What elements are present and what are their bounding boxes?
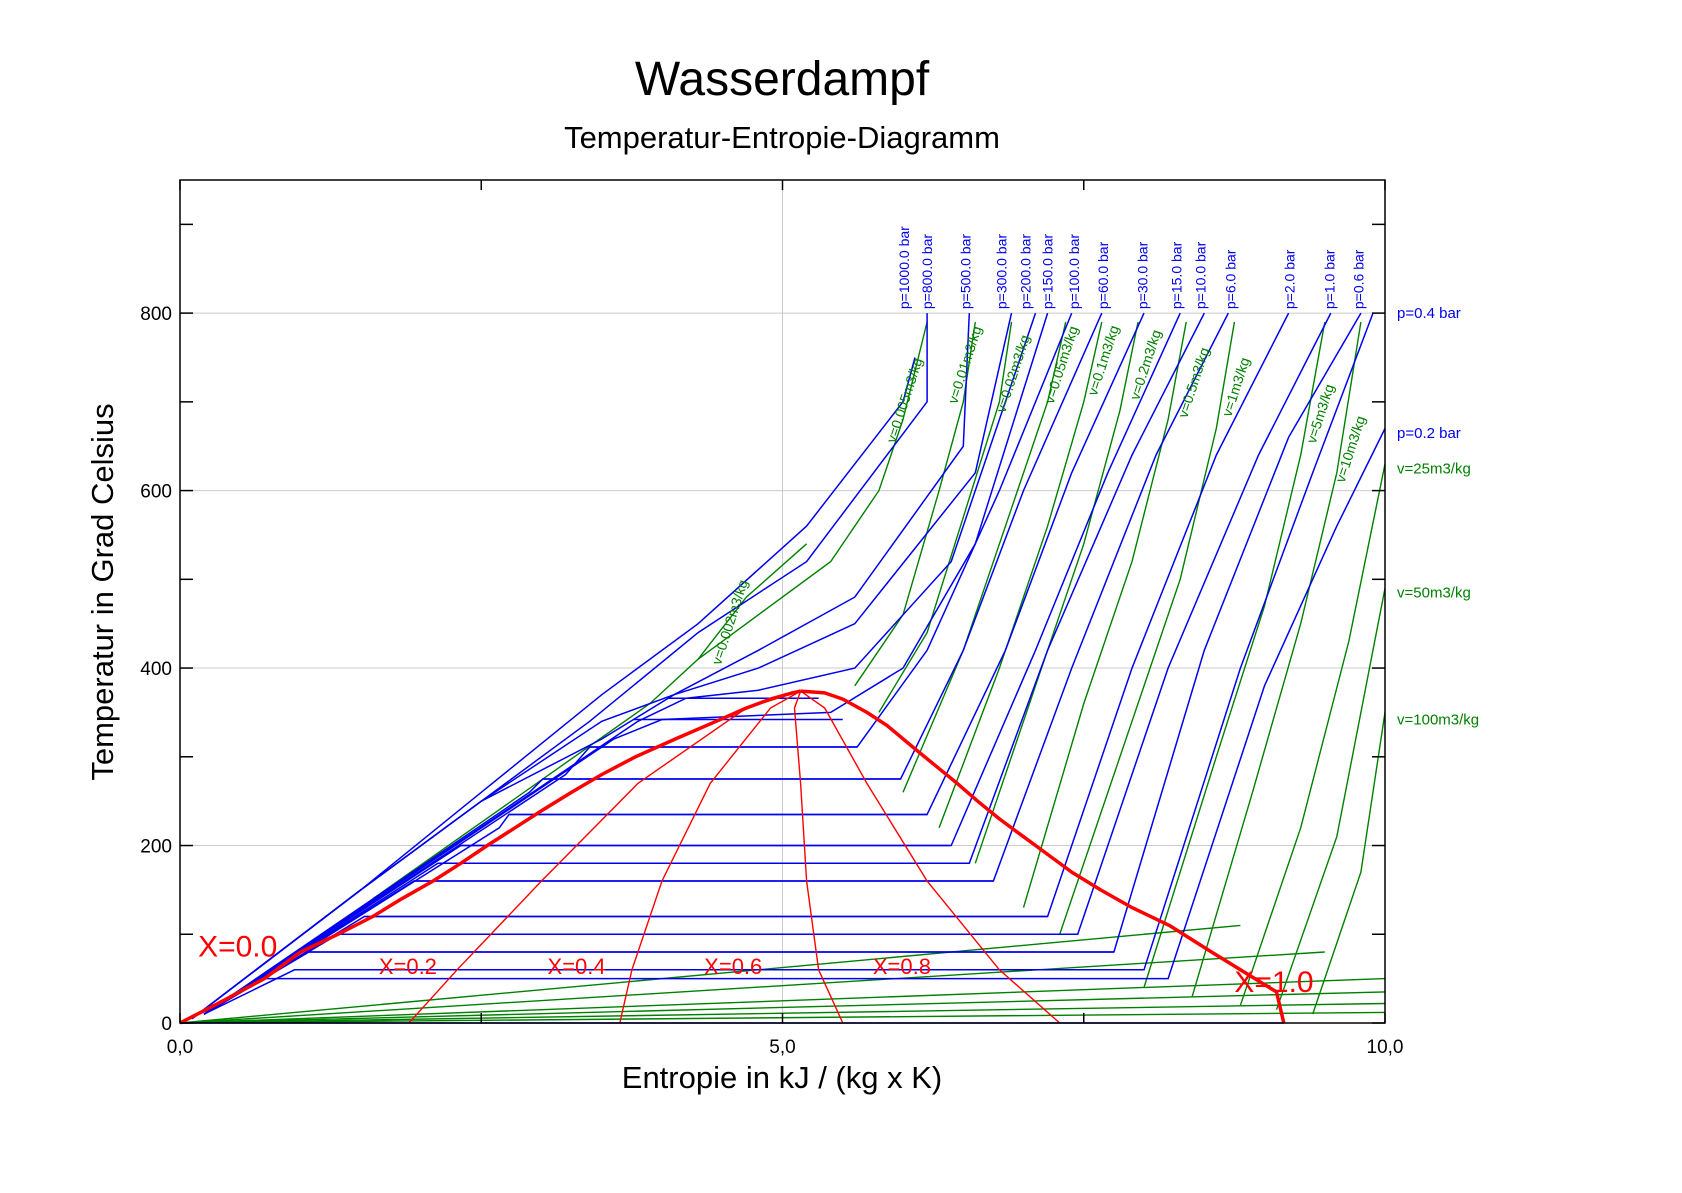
isochore-line	[854, 321, 976, 687]
isochore-line	[974, 321, 1139, 864]
quality-line	[800, 690, 1061, 1024]
isochore-line	[1312, 712, 1386, 1015]
x-tick-label: 10,0	[1367, 1037, 1404, 1058]
isochore-line	[1022, 321, 1187, 908]
right-label-p-0-2-bar: p=0.2 bar	[1397, 425, 1461, 442]
pressure-label-p-800-0-bar: p=800.0 bar	[919, 234, 935, 309]
isobar-line	[203, 312, 1181, 1015]
quality-label-x-0-6: X=0.6	[704, 954, 762, 979]
isobar-line	[191, 357, 916, 1020]
pressure-label-p-200-0-bar: p=200.0 bar	[1018, 234, 1034, 309]
pressure-label-p-150-0-bar: p=150.0 bar	[1039, 234, 1055, 309]
x-tick-label: 5,0	[769, 1037, 795, 1058]
quality-line	[619, 690, 801, 1024]
quality-line	[793, 690, 844, 1024]
pressure-label-p-10-0-bar: p=10.0 bar	[1193, 241, 1209, 309]
chart-title: Wasserdampf	[635, 53, 930, 106]
chart-subtitle: Temperatur-Entropie-Diagramm	[564, 120, 1000, 155]
quality-label-x-0-4: X=0.4	[548, 954, 606, 979]
isochore-line	[1275, 588, 1386, 1010]
right-label-v-100m3-kg: v=100m3/kg	[1397, 712, 1479, 729]
isobar-lines	[191, 312, 1386, 1020]
volume-label-v-0-02m3-kg: v=0.02m3/kg	[993, 333, 1033, 415]
y-tick-label: 400	[140, 659, 172, 680]
pressure-label-p-2-0-bar: p=2.0 bar	[1282, 249, 1298, 309]
isochore-lines	[179, 321, 1386, 1024]
quality-label-x-0-0: X=0.0	[198, 930, 277, 963]
volume-label-v-0-1m3-kg: v=0.1m3/kg	[1084, 323, 1122, 397]
pressure-label-p-15-0-bar: p=15.0 bar	[1168, 241, 1184, 309]
isochore-line	[1239, 463, 1386, 1006]
isobar-line	[203, 312, 1049, 1015]
isochore-line	[1059, 321, 1236, 935]
isochore-line	[902, 321, 1067, 793]
isochore-line	[179, 991, 1386, 1024]
isobar-line	[203, 428, 1386, 1015]
y-tick-label: 800	[140, 304, 172, 325]
pressure-label-p-30-0-bar: p=30.0 bar	[1135, 241, 1151, 309]
isochore-line	[878, 321, 1013, 713]
pressure-label-p-1-0-bar: p=1.0 bar	[1321, 249, 1337, 309]
isobar-line	[203, 312, 1073, 1015]
pressure-label-p-60-0-bar: p=60.0 bar	[1095, 241, 1111, 309]
isobar-line	[203, 312, 1229, 1015]
quality-label-x-0-8: X=0.8	[873, 954, 931, 979]
isobar-line	[191, 313, 928, 1020]
pressure-label-p-0-6-bar: p=0.6 bar	[1350, 249, 1366, 309]
x-tick-label: 0,0	[167, 1037, 193, 1058]
right-label-v-25m3-kg: v=25m3/kg	[1397, 460, 1471, 477]
isochore-line	[1191, 321, 1362, 997]
isobar-line	[203, 312, 1145, 1015]
y-tick-label: 600	[140, 482, 172, 503]
isobar-line	[203, 312, 1037, 1015]
right-label-v-50m3-kg: v=50m3/kg	[1397, 585, 1471, 602]
y-tick-label: 0	[161, 1014, 172, 1035]
isobar-line	[203, 312, 1332, 1015]
isochore-line	[1143, 321, 1326, 988]
pressure-label-p-100-0-bar: p=100.0 bar	[1066, 234, 1082, 309]
volume-label-v-0-05m3-kg: v=0.05m3/kg	[1041, 324, 1081, 406]
x-axis-label: Entropie in kJ / (kg x K)	[622, 1060, 942, 1095]
quality-label-x-1-0: X=1.0	[1234, 966, 1313, 999]
isobar-line	[203, 312, 1103, 1015]
isochore-line	[697, 321, 928, 660]
pressure-label-p-300-0-bar: p=300.0 bar	[994, 234, 1010, 309]
saturated-vapor-line	[800, 689, 1286, 1024]
y-axis-label: Temperatur in Grad Celsius	[85, 403, 120, 780]
pressure-label-p-1000-0-bar: p=1000.0 bar	[896, 226, 912, 309]
isobar-line	[191, 312, 1013, 1020]
isochore-line	[179, 924, 1241, 1024]
saturation-curve	[179, 689, 1286, 1025]
right-label-p-0-4-bar: p=0.4 bar	[1397, 305, 1461, 322]
axis-ticks: 0,0 5,0 10,0 0 200 400 600 800	[140, 180, 1403, 1058]
isochore-line	[179, 977, 1386, 1024]
pressure-label-p-6-0-bar: p=6.0 bar	[1223, 249, 1239, 309]
isobar-line	[203, 312, 1374, 1015]
isobar-line	[203, 312, 1205, 1015]
y-tick-label: 200	[140, 837, 172, 858]
isochore-line	[938, 321, 1103, 829]
pressure-label-p-500-0-bar: p=500.0 bar	[958, 234, 974, 309]
isobar-line	[203, 312, 1362, 1015]
line-labels: p=1000.0 bar p=800.0 bar p=500.0 bar p=300.…	[198, 226, 1479, 999]
saturated-liquid-line	[179, 689, 801, 1025]
quality-label-x-0-2: X=0.2	[379, 954, 437, 979]
isobar-line	[191, 313, 971, 1020]
isochore-line	[179, 951, 1325, 1024]
